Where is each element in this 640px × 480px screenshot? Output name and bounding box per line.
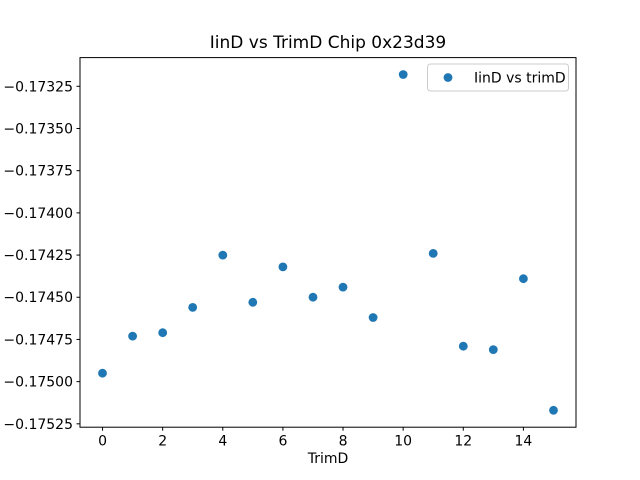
x-axis-ticks: 0 2 4 6 8 10 12 14: [98, 427, 532, 450]
data-point: [128, 331, 138, 341]
y-tick-label: −0.17400: [3, 206, 73, 222]
data-point: [428, 249, 438, 258]
legend-marker-icon: [443, 73, 453, 82]
x-axis-label: TrimD: [307, 451, 349, 467]
x-tick-label: 2: [158, 434, 167, 450]
data-point: [188, 303, 198, 312]
data-point: [248, 297, 258, 307]
x-tick-label: 12: [454, 434, 472, 450]
y-tick-label: −0.17450: [3, 290, 73, 306]
legend-box: [427, 63, 569, 92]
y-tick-label: −0.17375: [3, 164, 73, 180]
data-point: [488, 345, 498, 354]
y-tick-label: −0.17525: [3, 417, 73, 433]
y-tick-label: −0.17475: [3, 332, 73, 348]
data-point: [278, 262, 288, 272]
x-tick-label: 6: [278, 434, 287, 450]
data-point: [158, 328, 168, 338]
y-tick-label: −0.17425: [3, 248, 73, 264]
x-tick-label: 8: [339, 434, 348, 450]
legend-entry-label: IinD vs trimD: [474, 71, 566, 87]
x-tick-label: 10: [394, 434, 412, 450]
y-tick-label: −0.17500: [3, 375, 73, 391]
data-point: [458, 341, 468, 351]
y-tick-label: −0.17325: [3, 79, 73, 95]
data-point: [368, 313, 378, 322]
x-tick-label: 14: [514, 434, 532, 450]
y-axis-ticks: −0.17325 −0.17350 −0.17375 −0.17400 −0.17425…: [3, 79, 80, 433]
scatter-series: [98, 70, 558, 415]
data-point: [98, 368, 107, 378]
x-tick-label: 0: [98, 434, 107, 450]
data-point: [218, 250, 228, 260]
data-point: [398, 70, 408, 79]
data-point: [549, 405, 558, 415]
data-point: [519, 274, 528, 284]
x-tick-label: 4: [218, 434, 227, 450]
legend: IinD vs trimD: [427, 63, 569, 92]
chart-title: IinD vs TrimD Chip 0x23d39: [210, 33, 446, 53]
data-point: [338, 282, 348, 292]
plot-area: [79, 57, 577, 428]
y-tick-label: −0.17350: [3, 121, 73, 137]
data-point: [308, 292, 318, 302]
